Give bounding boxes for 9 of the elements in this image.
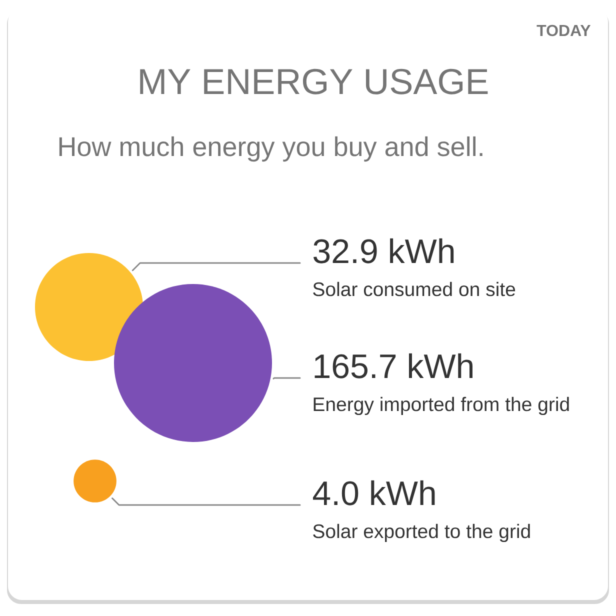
data-label: 32.9 kWh [314, 238, 454, 264]
text: How much energy you buy and sell. [59, 136, 482, 162]
text: MY ENERGY USAGE [140, 68, 488, 94]
data-label: 165.7 kWh [314, 353, 472, 378]
text: TODAY [536, 24, 591, 36]
data-label: 4.0 kWh [312, 480, 435, 506]
category-label: Solar exported to the grid [313, 524, 530, 542]
category-label: Energy imported from the grid [314, 396, 569, 416]
category-label: Solar consumed on site [313, 282, 516, 296]
